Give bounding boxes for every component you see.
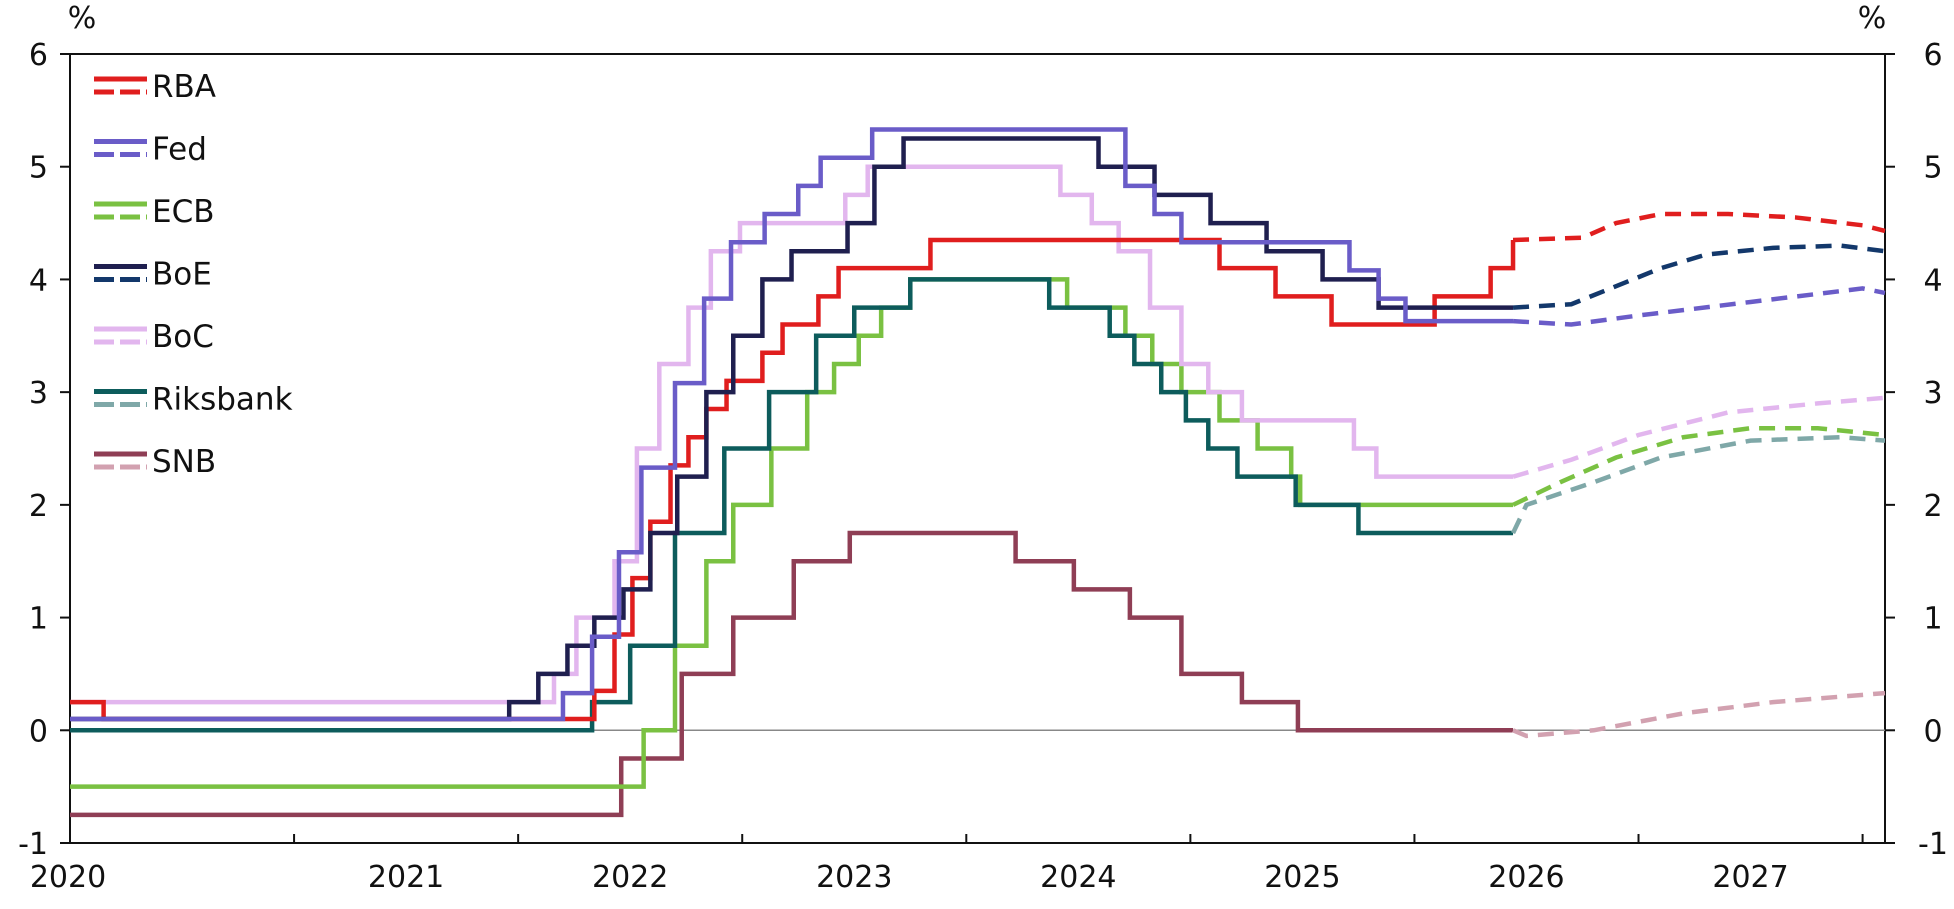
y-unit-right: % — [1858, 1, 1887, 36]
x-tick-label: 2026 — [1488, 860, 1564, 895]
y-tick-label-left: 3 — [29, 376, 48, 411]
series-riksbank-actual — [70, 277, 1514, 733]
x-tick-label: 2023 — [816, 860, 892, 895]
legend-label-rba: RBA — [152, 69, 216, 105]
y-tick-label-right: 0 — [1923, 714, 1942, 749]
x-tick-label: 2021 — [368, 860, 444, 895]
legend-label-fed: Fed — [152, 132, 207, 168]
y-tick-label-right: 2 — [1923, 489, 1942, 524]
series-snb-forecast — [1512, 690, 1886, 739]
series-ecb-forecast — [1512, 425, 1886, 507]
x-tick-label: 2022 — [592, 860, 668, 895]
y-tick-label-left: 0 — [29, 714, 48, 749]
legend-label-boe: BoE — [152, 257, 212, 293]
plot-frame — [69, 53, 1886, 844]
series-boc-actual — [70, 164, 1514, 705]
series-fed-forecast — [1512, 286, 1886, 327]
series-rba-forecast — [1512, 211, 1886, 243]
series-riksbank-forecast — [1511, 434, 1886, 535]
series-boe-forecast — [1512, 243, 1886, 310]
x-tick-label: 2027 — [1712, 860, 1788, 895]
series-snb-actual — [70, 530, 1514, 818]
y-tick-label-left: 1 — [29, 602, 48, 637]
y-tick-label-left: 6 — [29, 38, 48, 73]
series-fed-actual — [70, 127, 1514, 722]
series-lines — [70, 127, 1886, 818]
y-tick-label-left: -1 — [18, 827, 48, 862]
y-tick-label-right: 3 — [1923, 376, 1942, 411]
series-boe-actual — [70, 136, 1514, 722]
legend-label-riksbank: Riksbank — [152, 382, 293, 418]
y-tick-label-right: 1 — [1923, 602, 1942, 637]
x-tick-label: 2020 — [30, 860, 106, 895]
legend-label-boc: BoC — [152, 319, 214, 355]
legend-label-ecb: ECB — [152, 194, 215, 230]
series-rba-actual — [70, 237, 1516, 722]
x-tick-label: 2025 — [1264, 860, 1340, 895]
y-tick-label-right: 4 — [1923, 263, 1942, 298]
y-tick-label-right: 6 — [1923, 38, 1942, 73]
series-boc-forecast — [1512, 395, 1886, 479]
legend-label-snb: SNB — [152, 444, 216, 480]
y-tick-label-left: 2 — [29, 489, 48, 524]
y-tick-label-left: 4 — [29, 263, 48, 298]
legend: RBA Fed ECB BoE BoC Riksbank SNB — [94, 69, 293, 480]
axes: -1 -1 0 0 1 1 2 2 3 3 4 4 5 5 6 6 2020 2021 2022 2023 2024 20… — [18, 38, 1948, 895]
y-tick-label-left: 5 — [29, 151, 48, 186]
y-unit-left: % — [68, 1, 97, 36]
y-tick-label-right: 5 — [1923, 151, 1942, 186]
y-tick-label-right: -1 — [1918, 827, 1948, 862]
x-tick-label: 2024 — [1040, 860, 1116, 895]
